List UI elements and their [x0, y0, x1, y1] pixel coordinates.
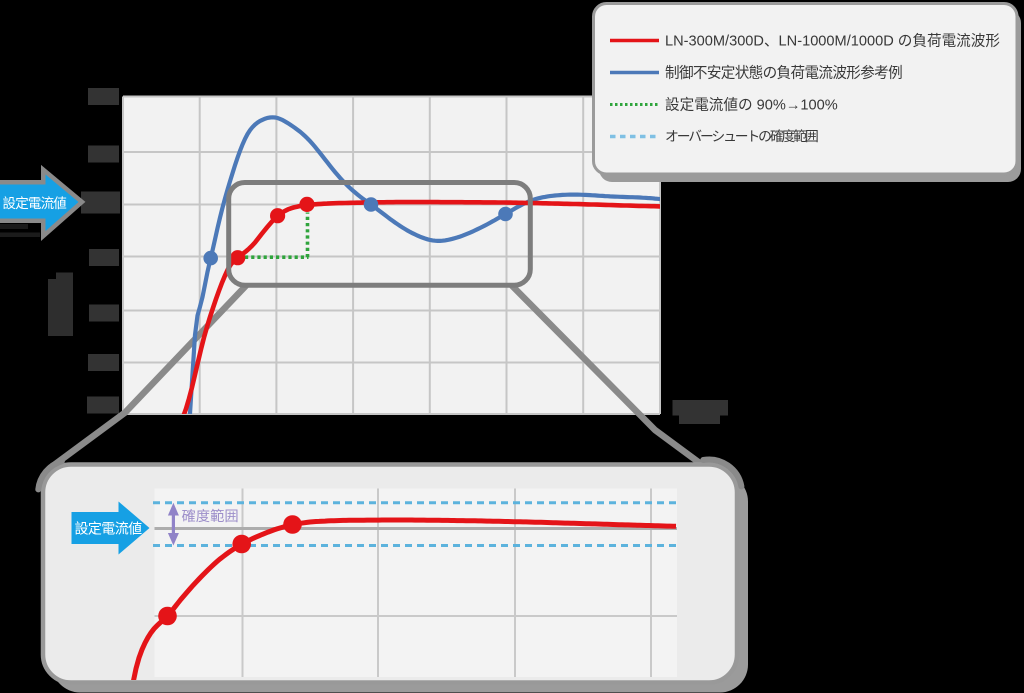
svg-text:設定電流値: 設定電流値 [3, 196, 67, 211]
svg-text:設定電流値: 設定電流値 [75, 521, 143, 537]
svg-text:制御不安定状態の負荷電流波形参考例: 制御不安定状態の負荷電流波形参考例 [665, 65, 902, 82]
svg-text:確度範囲: 確度範囲 [182, 507, 239, 525]
svg-text:設定電流値の 90%→100%: 設定電流値の 90%→100% [665, 97, 838, 114]
svg-text:オーバーシュートの確度範囲: オーバーシュートの確度範囲 [665, 128, 818, 144]
svg-text:LN-300M/300D、LN-1000M/1000D の負: LN-300M/300D、LN-1000M/1000D の負荷電流波形 [665, 33, 1000, 50]
